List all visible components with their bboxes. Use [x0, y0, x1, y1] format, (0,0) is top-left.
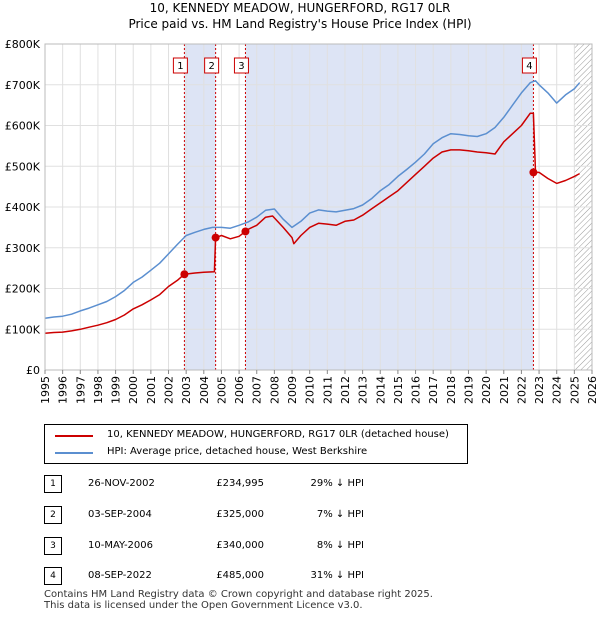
footer: Contains HM Land Registry data © Crown c… [44, 589, 433, 611]
x-tick-label: 2016 [410, 376, 423, 404]
x-tick-label: 2001 [145, 376, 158, 404]
legend-swatch-hpi [55, 452, 93, 454]
transaction-label: 3 [238, 61, 244, 72]
transaction-price: £234,995 [216, 478, 264, 489]
x-tick-label: 2000 [127, 376, 140, 404]
x-tick-label: 2003 [180, 376, 193, 404]
transaction-date: 10-MAY-2006 [88, 540, 154, 551]
x-tick-label: 1996 [57, 376, 70, 404]
property-series-line [44, 112, 580, 335]
x-tick-label: 2026 [586, 376, 599, 404]
hpi-series-line [44, 79, 581, 319]
x-tick-label: 2013 [357, 376, 370, 404]
y-tick-label: £0 [26, 364, 40, 377]
transaction-price: £340,000 [216, 540, 264, 551]
y-tick-label: £700K [5, 79, 41, 92]
y-tick-label: £300K [5, 242, 41, 255]
transaction-date: 03-SEP-2004 [88, 509, 152, 520]
transaction-label-box [233, 57, 249, 74]
table-row: 2 03-SEP-2004 £325,000 7% ↓ HPI [44, 506, 464, 524]
plot-frame [44, 43, 593, 371]
x-tick-label: 2017 [427, 376, 440, 404]
x-tick-label: 2004 [198, 376, 211, 404]
legend-item-property: 10, KENNEDY MEADOW, HUNGERFORD, RG17 0LR… [45, 428, 465, 444]
y-tick-label: £400K [5, 201, 41, 214]
x-tick-label: 2010 [304, 376, 317, 404]
table-row: 3 10-MAY-2006 £340,000 8% ↓ HPI [44, 537, 464, 555]
transaction-label-box [521, 57, 537, 74]
chart-subtitle: Price paid vs. HM Land Registry's House … [128, 17, 472, 31]
y-tick-label: £800K [5, 38, 41, 51]
transaction-price: £325,000 [216, 509, 264, 520]
legend-item-hpi: HPI: Average price, detached house, West… [45, 445, 465, 461]
transaction-price: £485,000 [216, 570, 264, 581]
transaction-point [529, 168, 538, 177]
x-tick-label: 2025 [568, 376, 581, 404]
x-tick-label: 1998 [92, 376, 105, 404]
transaction-label: 1 [177, 61, 183, 72]
transaction-hpi: 8% ↓ HPI [316, 540, 364, 551]
footer-licence: This data is licensed under the Open Gov… [44, 600, 363, 611]
transaction-date: 26-NOV-2002 [88, 478, 155, 489]
y-tick-label: £600K [5, 120, 41, 133]
x-tick-label: 1997 [74, 376, 87, 404]
y-tick-label: £500K [5, 160, 41, 173]
price-chart: 1 2 3 4 £0 £100K £200K £300K £400K £500K £600K £70… [5, 38, 599, 404]
table-row: 4 08-SEP-2022 £485,000 31% ↓ HPI [44, 567, 464, 585]
transaction-hpi: 31% ↓ HPI [310, 570, 364, 581]
x-tick-label: 2023 [533, 376, 546, 404]
legend-label-hpi: HPI: Average price, detached house, West… [107, 446, 368, 457]
transaction-number: 1 [44, 475, 62, 493]
x-tick-label: 2002 [163, 376, 176, 404]
transaction-label: 4 [526, 61, 532, 72]
x-tick-label: 2006 [233, 376, 246, 404]
transaction-point [211, 233, 220, 242]
transaction-hpi: 29% ↓ HPI [310, 478, 364, 489]
x-tick-label: 2022 [515, 376, 528, 404]
x-tick-label: 2019 [462, 376, 475, 404]
transaction-number: 2 [44, 506, 62, 524]
chart-title: 10, KENNEDY MEADOW, HUNGERFORD, RG17 0LR [149, 1, 451, 15]
x-tick-label: 2024 [551, 376, 564, 404]
x-tick-label: 2021 [498, 376, 511, 404]
legend-label-property: 10, KENNEDY MEADOW, HUNGERFORD, RG17 0LR… [107, 429, 449, 440]
footer-copyright: Contains HM Land Registry data © Crown c… [44, 589, 433, 600]
x-tick-label: 2005 [215, 376, 228, 404]
y-tick-label: £200K [5, 283, 41, 296]
legend-swatch-property [55, 435, 93, 437]
x-tick-label: 2007 [251, 376, 264, 404]
y-tick-label: £100K [5, 323, 41, 336]
transaction-point [180, 270, 189, 279]
x-tick-label: 2018 [445, 376, 458, 404]
x-tick-label: 2011 [321, 376, 334, 404]
x-tick-label: 2009 [286, 376, 299, 404]
transaction-point [241, 227, 250, 236]
transaction-label-box [172, 57, 188, 74]
x-tick-label: 1995 [39, 376, 52, 404]
x-tick-label: 2012 [339, 376, 352, 404]
x-tick-label: 2020 [480, 376, 493, 404]
transaction-label: 2 [208, 61, 214, 72]
x-tick-label: 2015 [392, 376, 405, 404]
transaction-label-box [204, 57, 220, 74]
chart-legend: 10, KENNEDY MEADOW, HUNGERFORD, RG17 0LR… [44, 424, 468, 464]
transaction-hpi: 7% ↓ HPI [316, 509, 364, 520]
x-tick-label: 2014 [374, 376, 387, 404]
transaction-number: 3 [44, 537, 62, 555]
x-tick-label: 2008 [268, 376, 281, 404]
transaction-number: 4 [44, 567, 62, 585]
table-row: 1 26-NOV-2002 £234,995 29% ↓ HPI [44, 475, 464, 493]
x-tick-label: 1999 [110, 376, 123, 404]
transaction-date: 08-SEP-2022 [88, 570, 152, 581]
